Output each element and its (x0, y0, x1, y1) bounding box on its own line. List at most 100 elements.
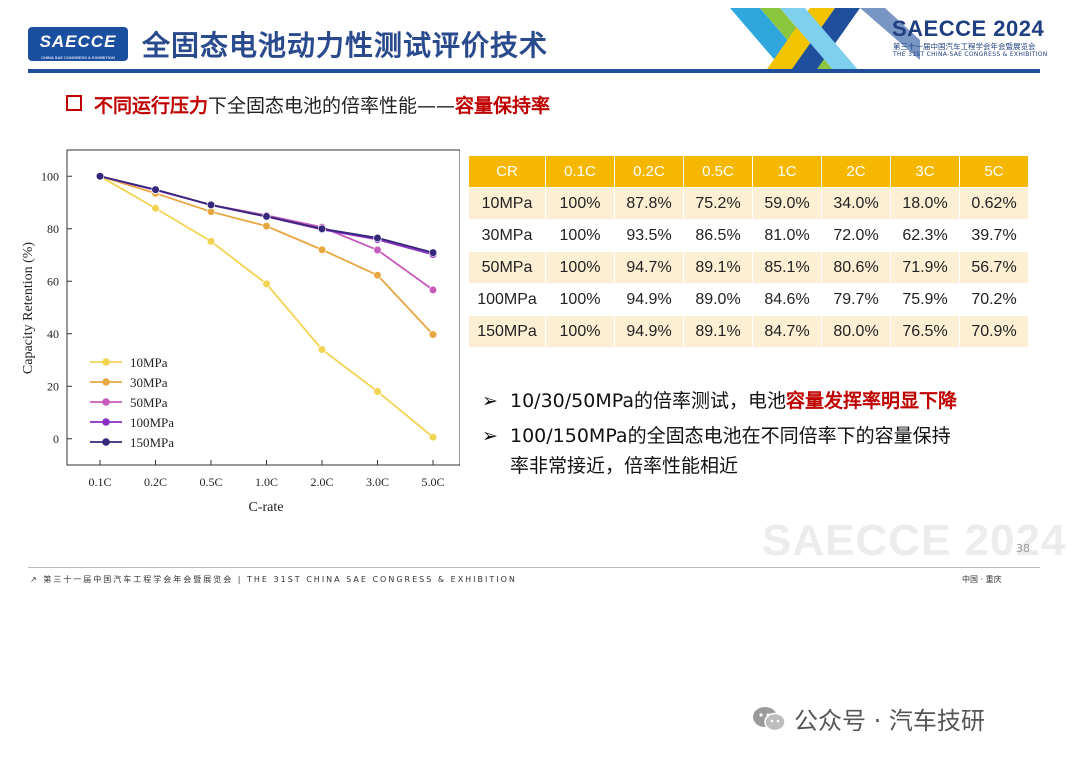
table-header-cell: 0.5C (683, 155, 753, 188)
legend-label: 10MPa (130, 355, 168, 370)
x-tick-label: 1.0C (255, 475, 278, 489)
series-150MPa (95, 172, 438, 257)
table-row: 150MPa 100% 94.9% 89.1% 84.7% 80.0% 76.5% 70.9% (468, 315, 1029, 348)
data-point (95, 172, 105, 181)
bullet-1: ➢ 10/30/50MPa的倍率测试，电池容量发挥率明显下降 (482, 386, 957, 416)
y-tick-label: 80 (47, 222, 59, 236)
y-tick-label: 40 (47, 327, 59, 341)
table-cell: 80.0% (821, 315, 891, 348)
x-tick-label: 2.0C (310, 475, 333, 489)
data-point (428, 433, 438, 442)
x-tick-label: 3.0C (366, 475, 389, 489)
x-tick-label: 0.1C (88, 475, 111, 489)
table-row: 100MPa 100% 94.9% 89.0% 84.6% 79.7% 75.9% 70.2% (468, 283, 1029, 316)
table-header-cell: 0.1C (545, 155, 615, 188)
wechat-account-name: 公众号 · 汽车技研 (794, 707, 985, 735)
data-point (373, 271, 382, 280)
table-cell: 94.9% (614, 283, 684, 316)
table-header-cell: 2C (821, 155, 891, 188)
wechat-attribution: 公众号 · 汽车技研 (752, 701, 985, 736)
arrow-bullet-icon: ➢ (482, 425, 498, 447)
legend-marker (102, 378, 110, 386)
legend-label: 30MPa (130, 375, 168, 390)
logo-tagline: CHINA SAE CONGRESS & EXHIBITION (41, 55, 115, 60)
table-cell: 89.1% (683, 315, 753, 348)
table-header-cell: 5C (959, 155, 1029, 188)
footer-right-text: 中国 · 重庆 (962, 575, 1002, 584)
table-cell: 94.7% (614, 251, 684, 284)
data-point (373, 233, 382, 243)
table-cell: 50MPa (468, 251, 546, 284)
table-cell: 59.0% (752, 187, 822, 220)
table-cell: 100% (545, 187, 615, 220)
table-cell: 62.3% (890, 219, 960, 252)
header-rule (28, 69, 1040, 73)
subtitle-middle: 下全固态电池的倍率性能—— (208, 95, 456, 117)
watermark: SAECCE 2024 (762, 516, 1067, 565)
subtitle-tail: 容量保持率 (455, 95, 551, 117)
legend-marker (102, 358, 110, 366)
table-cell: 10MPa (468, 187, 546, 220)
y-tick-label: 0 (53, 432, 59, 446)
logo-text: SAECCE (39, 32, 117, 51)
data-point (373, 387, 382, 396)
table-cell: 39.7% (959, 219, 1029, 252)
bullet-2: ➢ 100/150MPa的全固态电池在不同倍率下的容量保持 率非常接近，倍率性能相… (482, 421, 951, 481)
section-subtitle: 不同运行压力下全固态电池的倍率性能——容量保持率 (66, 91, 550, 118)
subtitle-highlight: 不同运行压力 (94, 95, 209, 117)
table-cell: 94.9% (614, 315, 684, 348)
data-point (428, 248, 438, 257)
x-axis-label: C-rate (249, 500, 284, 515)
table-cell: 89.1% (683, 251, 753, 284)
table-cell: 86.5% (683, 219, 753, 252)
legend-marker (102, 398, 110, 406)
table-cell: 150MPa (468, 315, 546, 348)
data-point (262, 212, 271, 221)
data-point (428, 330, 438, 339)
brand-subtitle-en: THE 31ST CHINA-SAE CONGRESS & EXHIBITION (893, 51, 1048, 58)
y-tick-label: 20 (47, 379, 59, 393)
y-tick-label: 100 (41, 169, 59, 183)
table-cell: 0.62% (959, 187, 1029, 220)
table-cell: 100% (545, 219, 615, 252)
table-row: 10MPa 100% 87.8% 75.2% 59.0% 34.0% 18.0% 0.62% (468, 187, 1029, 220)
table-cell: 100% (545, 283, 615, 316)
data-point (151, 185, 160, 194)
checkbox-bullet-icon (66, 95, 82, 111)
legend-marker (102, 418, 110, 426)
data-point (373, 245, 382, 255)
table-cell: 84.7% (752, 315, 822, 348)
table-cell: 80.6% (821, 251, 891, 284)
data-point (151, 204, 160, 213)
table-cell: 34.0% (821, 187, 891, 220)
table-header-cell: 0.2C (614, 155, 684, 188)
legend-label: 150MPa (130, 435, 174, 450)
table-cell: 79.7% (821, 283, 891, 316)
table-cell: 70.9% (959, 315, 1029, 348)
table-header-cell: 3C (890, 155, 960, 188)
x-tick-label: 0.2C (144, 475, 167, 489)
legend-label: 100MPa (130, 415, 174, 430)
table-cell: 100% (545, 315, 615, 348)
plot-frame (66, 149, 460, 466)
table-header-row: CR 0.1C 0.2C 0.5C 1C 2C 3C 5C (468, 155, 1029, 188)
table-header-cell: 1C (752, 155, 822, 188)
table-cell: 56.7% (959, 251, 1029, 284)
series-line (99, 175, 434, 336)
table-cell: 75.9% (890, 283, 960, 316)
footer-left-text: ↗ 第三十一届中国汽车工程学会年会暨展览会 | THE 31ST CHINA S… (30, 575, 517, 584)
brand-subtitle-cn: 第三十一届中国汽车工程学会年会暨展览会 (893, 42, 1036, 51)
bullet-2-text: 100/150MPa的全固态电池在不同倍率下的容量保持 (510, 425, 951, 447)
brand-title: SAECCE 2024 (892, 16, 1045, 41)
table-cell: 30MPa (468, 219, 546, 252)
bullet-1-highlight: 容量发挥率明显下降 (785, 390, 957, 412)
decorative-stripes (730, 8, 920, 72)
table-cell: 72.0% (821, 219, 891, 252)
table-cell: 71.9% (890, 251, 960, 284)
page-title: 全固态电池动力性测试评价技术 (142, 29, 549, 62)
capacity-retention-chart: Capacity Retention (%) C-rate 0 20 40 60 80 1… (21, 149, 460, 515)
table-cell: 70.2% (959, 283, 1029, 316)
data-point (317, 224, 327, 233)
data-point (317, 245, 327, 254)
data-point (206, 237, 216, 246)
